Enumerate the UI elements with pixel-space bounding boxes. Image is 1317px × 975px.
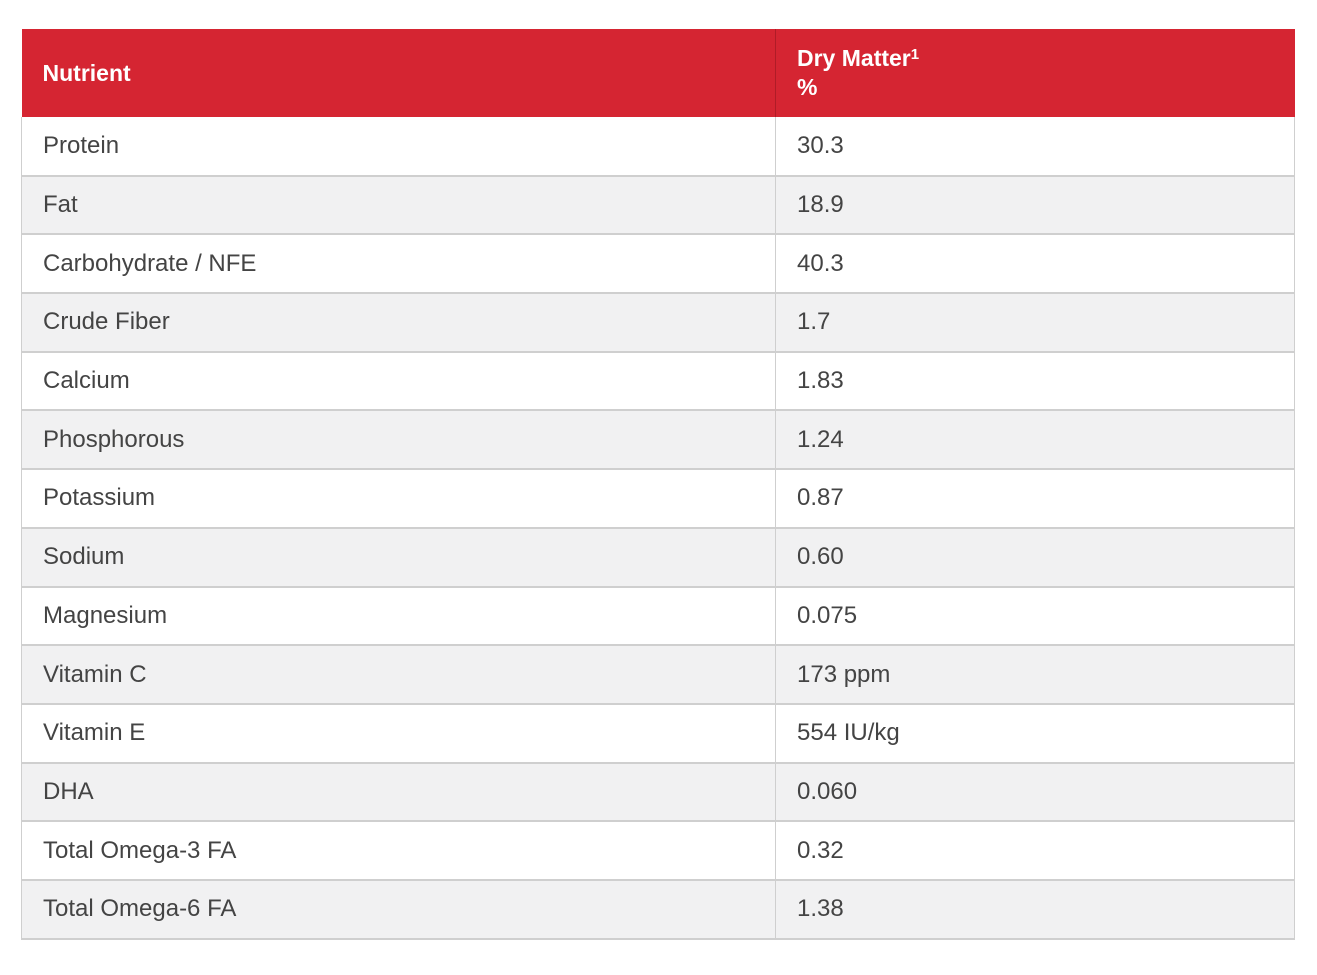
header-nutrient-label: Nutrient [42, 59, 131, 86]
nutrient-table: Nutrient Dry Matter1 % Protein 30.3 Fat 18.… [21, 29, 1295, 940]
dry-matter-value-cell: 18.9 [775, 175, 1295, 235]
table-row: DHA 0.060 [21, 762, 1295, 822]
nutrient-name-cell: Protein [21, 117, 776, 176]
table-row: Total Omega-3 FA 0.32 [21, 821, 1295, 880]
table-row: Phosphorous 1.24 [21, 410, 1295, 470]
table-row: Vitamin C 173 ppm [21, 645, 1295, 704]
dry-matter-value-cell: 0.060 [775, 762, 1295, 822]
table-row: Calcium 1.83 [21, 351, 1295, 411]
dry-matter-value-cell: 0.87 [775, 469, 1295, 528]
dry-matter-value-cell: 0.075 [775, 586, 1295, 646]
header-dry-matter: Dry Matter1 % [776, 29, 1295, 117]
dry-matter-value-cell: 1.83 [775, 351, 1295, 411]
dry-matter-value-cell: 554 IU/kg [775, 703, 1295, 763]
dry-matter-value-cell: 0.32 [775, 821, 1295, 880]
table-row: Protein 30.3 [21, 117, 1295, 176]
table-row: Potassium 0.87 [21, 469, 1295, 528]
table-row: Crude Fiber 1.7 [21, 293, 1295, 352]
nutrient-name-cell: Magnesium [21, 586, 776, 646]
dry-matter-value-cell: 1.38 [775, 879, 1295, 939]
dry-matter-value-cell: 40.3 [775, 234, 1295, 294]
dry-matter-value-cell: 0.60 [775, 527, 1295, 587]
nutrient-name-cell: Calcium [21, 351, 776, 411]
header-nutrient: Nutrient [21, 29, 776, 117]
table-row: Carbohydrate / NFE 40.3 [21, 234, 1295, 294]
nutrient-name-cell: Crude Fiber [21, 293, 776, 352]
nutrient-name-cell: Total Omega-3 FA [21, 821, 776, 880]
nutrient-name-cell: Sodium [21, 527, 776, 587]
nutrient-name-cell: Vitamin C [21, 645, 776, 704]
dry-matter-value-cell: 173 ppm [775, 645, 1295, 704]
table-row: Total Omega-6 FA 1.38 [21, 879, 1295, 939]
nutrient-name-cell: Phosphorous [21, 410, 776, 470]
table-row: Magnesium 0.075 [21, 586, 1295, 646]
nutrient-name-cell: DHA [21, 762, 776, 822]
dry-matter-value-cell: 1.24 [775, 410, 1295, 470]
header-unit: % [797, 74, 818, 100]
table-body: Protein 30.3 Fat 18.9 Carbohydrate / NFE 40.3… [21, 117, 1295, 939]
table-row: Vitamin E 554 IU/kg [21, 703, 1295, 763]
table-row: Sodium 0.60 [21, 527, 1295, 587]
dry-matter-value-cell: 30.3 [775, 117, 1295, 176]
header-dry-matter-label: Dry Matter [797, 45, 911, 71]
nutrient-table-container: Nutrient Dry Matter1 % Protein 30.3 Fat 18.… [21, 29, 1295, 940]
nutrient-name-cell: Fat [21, 175, 776, 235]
table-row: Fat 18.9 [21, 175, 1295, 235]
table-header: Nutrient Dry Matter1 % [21, 29, 1295, 117]
nutrient-name-cell: Total Omega-6 FA [21, 879, 776, 939]
footnote-marker: 1 [910, 46, 920, 64]
header-row: Nutrient Dry Matter1 % [21, 29, 1295, 117]
nutrient-name-cell: Carbohydrate / NFE [21, 234, 776, 294]
nutrient-name-cell: Vitamin E [21, 703, 776, 763]
dry-matter-value-cell: 1.7 [775, 293, 1295, 352]
nutrient-name-cell: Potassium [21, 469, 776, 528]
